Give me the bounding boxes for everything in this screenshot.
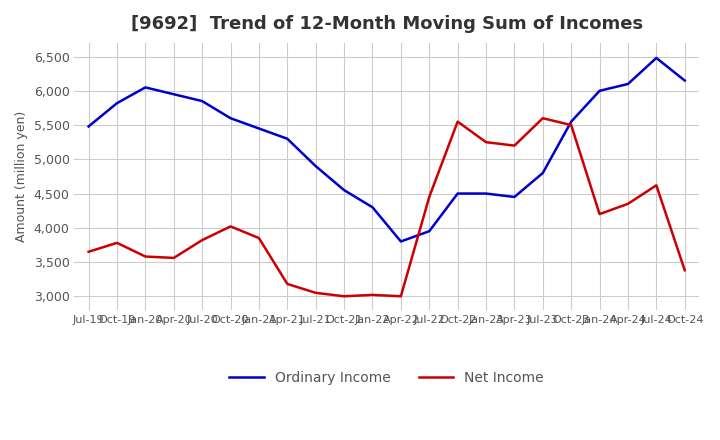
Legend: Ordinary Income, Net Income: Ordinary Income, Net Income [224,365,549,390]
Net Income [169,255,178,260]
Ordinary Income [510,194,518,200]
Net Income [397,293,405,299]
Y-axis label: Amount (million yen): Amount (million yen) [15,111,28,242]
Ordinary Income [425,228,433,234]
Ordinary Income [340,187,348,193]
Ordinary Income [226,116,235,121]
Ordinary Income [141,85,150,90]
Net Income [368,292,377,297]
Ordinary Income [198,99,207,104]
Net Income [141,254,150,259]
Ordinary Income [454,191,462,196]
Ordinary Income [567,119,575,124]
Net Income [84,249,93,254]
Net Income [454,119,462,124]
Net Income [595,212,604,217]
Line: Net Income: Net Income [89,118,685,296]
Net Income [311,290,320,296]
Ordinary Income [169,92,178,97]
Net Income [255,235,264,241]
Title: [9692]  Trend of 12-Month Moving Sum of Incomes: [9692] Trend of 12-Month Moving Sum of I… [130,15,643,33]
Ordinary Income [368,205,377,210]
Net Income [510,143,518,148]
Ordinary Income [652,55,661,61]
Net Income [652,183,661,188]
Net Income [283,281,292,286]
Net Income [112,240,121,246]
Ordinary Income [595,88,604,93]
Net Income [680,268,689,273]
Net Income [340,293,348,299]
Ordinary Income [283,136,292,141]
Net Income [425,194,433,200]
Net Income [482,139,490,145]
Line: Ordinary Income: Ordinary Income [89,58,685,242]
Net Income [198,238,207,243]
Ordinary Income [624,81,632,87]
Ordinary Income [680,78,689,83]
Ordinary Income [255,126,264,131]
Ordinary Income [112,100,121,106]
Net Income [567,122,575,128]
Net Income [226,224,235,229]
Ordinary Income [84,124,93,129]
Net Income [539,116,547,121]
Net Income [624,201,632,206]
Ordinary Income [397,239,405,244]
Ordinary Income [482,191,490,196]
Ordinary Income [539,170,547,176]
Ordinary Income [311,164,320,169]
